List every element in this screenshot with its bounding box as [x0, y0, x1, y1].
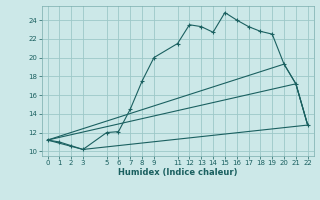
X-axis label: Humidex (Indice chaleur): Humidex (Indice chaleur) — [118, 168, 237, 177]
